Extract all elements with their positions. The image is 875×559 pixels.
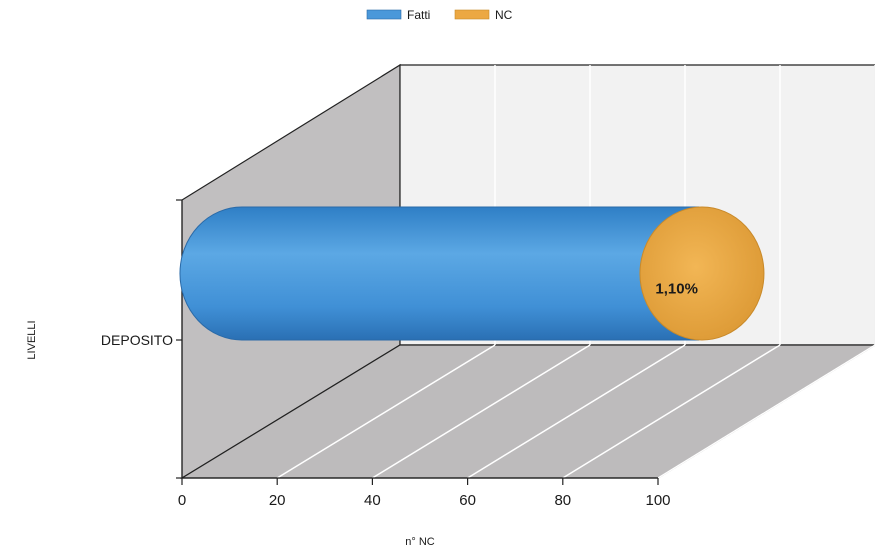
floor-gridline bbox=[372, 344, 591, 479]
x-tick-label: 80 bbox=[554, 492, 571, 509]
x-tick-label: 40 bbox=[364, 492, 381, 509]
data-label-nc: 1,10% bbox=[655, 281, 698, 298]
x-tick-label: 60 bbox=[459, 492, 476, 509]
bars: 1,10% bbox=[179, 206, 765, 341]
floor-gridline bbox=[467, 344, 686, 479]
y-axis-title: LIVELLI bbox=[26, 320, 38, 359]
legend-label-nc: NC bbox=[495, 8, 513, 22]
bar-fatti-deposito bbox=[179, 206, 700, 341]
floor-gridline bbox=[562, 344, 781, 479]
x-axis-title: n° NC bbox=[405, 536, 435, 548]
legend-label-fatti: Fatti bbox=[407, 8, 430, 22]
legend: Fatti NC bbox=[366, 8, 513, 22]
category-label: DEPOSITO bbox=[101, 332, 173, 348]
floor-gridlines bbox=[276, 344, 875, 479]
bar-nc-deposito bbox=[639, 206, 765, 341]
floor-gridline bbox=[276, 344, 496, 479]
floor-gridline bbox=[657, 344, 875, 479]
x-tick-label: 100 bbox=[645, 492, 670, 509]
legend-swatch-nc bbox=[454, 9, 490, 20]
x-tick-label: 20 bbox=[269, 492, 286, 509]
category-labels: DEPOSITO bbox=[101, 332, 182, 348]
x-tick-label: 0 bbox=[178, 492, 186, 509]
x-axis-ticks: 0 20 40 60 80 100 bbox=[178, 478, 671, 509]
legend-swatch-fatti bbox=[366, 9, 402, 20]
